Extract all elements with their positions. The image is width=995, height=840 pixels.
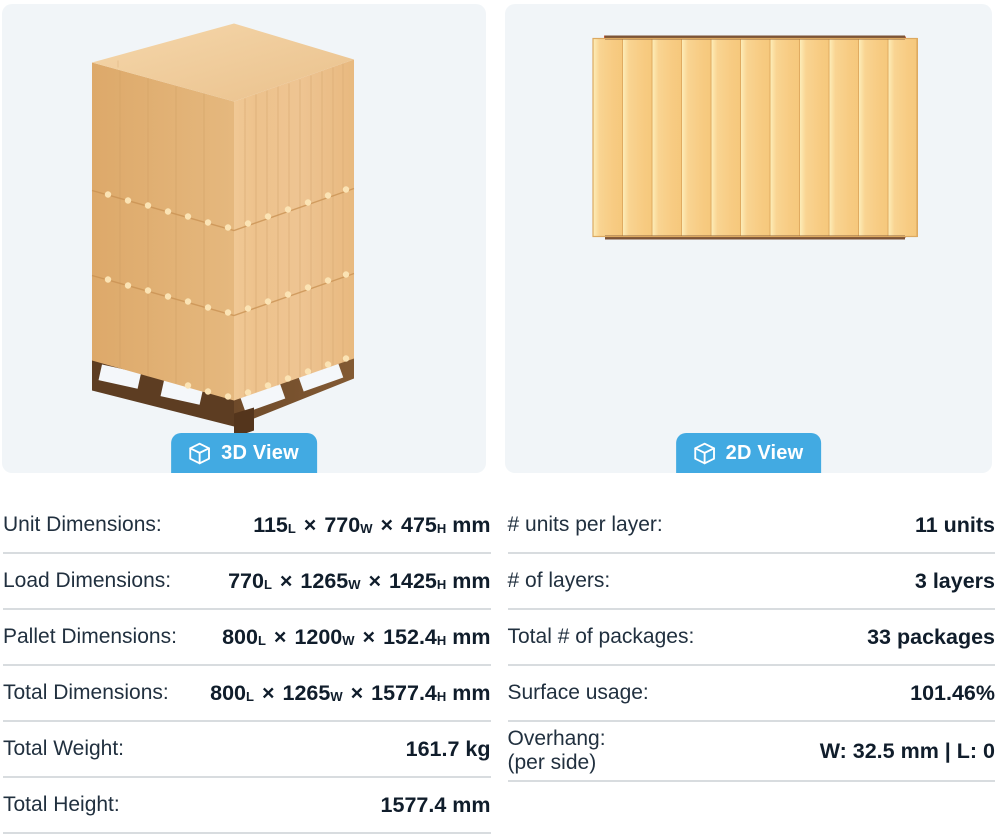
pallet-2d-svg [592, 35, 918, 240]
view-2d-label: 2D View [725, 441, 804, 464]
spec-value-number-of-layers: 3 layers [914, 568, 995, 593]
spec-label: Load Dimensions: [3, 568, 172, 592]
spec-table-right: # units per layer: 11 units # of layers:… [507, 498, 995, 840]
spec-label: Surface usage: [507, 680, 649, 704]
pallet-2d-render[interactable] [505, 4, 992, 473]
spec-row-total-dimensions: Total Dimensions: 800L × 1265W × 1577.4H… [3, 666, 491, 722]
spec-label: # units per layer: [507, 512, 663, 536]
spec-value-load-dimensions: 770L × 1265W × 1425H mm [228, 568, 491, 593]
spec-row-surface-usage: Surface usage: 101.46% [507, 666, 995, 722]
spec-label: Total Weight: [3, 736, 125, 760]
fork-opening [298, 361, 344, 392]
spec-label: Unit Dimensions: [3, 512, 162, 536]
view-2d-button[interactable]: 2D View [675, 433, 822, 473]
spec-row-pallet-dimensions: Pallet Dimensions: 800L × 1200W × 152.4H… [3, 610, 491, 666]
overhang-label-line1: Overhang: [507, 726, 606, 750]
layer-seams [91, 186, 355, 400]
viewer-card-3d: 3D View [2, 4, 486, 473]
spec-table-left: Unit Dimensions: 115L × 770W × 475H mm L… [3, 498, 491, 840]
box-3d-icon [187, 441, 212, 466]
spec-label-overhang: Overhang: (per side) [508, 727, 606, 776]
load-outline [592, 37, 918, 238]
spec-label: Total Height: [3, 792, 120, 816]
spec-label: # of layers: [507, 568, 611, 592]
spec-label: Pallet Dimensions: [3, 624, 177, 648]
view-3d-label: 3D View [221, 441, 299, 464]
specifications: Unit Dimensions: 115L × 770W × 475H mm L… [0, 498, 995, 840]
fork-opening [160, 380, 204, 405]
view-3d-button[interactable]: 3D View [171, 433, 317, 473]
viewer-card-2d: 2D View [505, 4, 992, 473]
spec-value-overhang: W: 32.5 mm | L: 0 [819, 738, 995, 763]
spec-value-unit-dimensions: 115L × 770W × 475H mm [253, 512, 491, 537]
spec-value-total-weight: 161.7 kg [405, 736, 491, 761]
box-layer-top [92, 23, 354, 231]
spec-value-total-height: 1577.4 mm [380, 792, 491, 817]
spec-value-units-per-layer: 11 units [914, 512, 995, 537]
fork-opening [98, 364, 142, 389]
spec-label: Total Dimensions: [3, 680, 169, 704]
spec-row-load-dimensions: Load Dimensions: 770L × 1265W × 1425H mm [3, 554, 491, 610]
fork-opening [240, 382, 286, 413]
spec-row-total-packages: Total # of packages: 33 packages [507, 610, 995, 666]
spec-row-number-of-layers: # of layers: 3 layers [507, 554, 995, 610]
pallet-3d-svg [91, 23, 355, 438]
spec-value-surface-usage: 101.46% [910, 680, 995, 705]
spec-row-unit-dimensions: Unit Dimensions: 115L × 770W × 475H mm [3, 498, 491, 554]
spec-value-total-packages: 33 packages [867, 624, 995, 649]
overhang-label-line2: (per side) [507, 751, 597, 774]
spec-row-total-weight: Total Weight: 161.7 kg [3, 722, 491, 778]
spec-row-overhang: Overhang: (per side) W: 32.5 mm | L: 0 [507, 722, 995, 782]
pallet-3d-render[interactable] [2, 4, 486, 473]
spec-value-total-dimensions: 800L × 1265W × 1577.4H mm [210, 680, 491, 705]
spec-value-pallet-dimensions: 800L × 1200W × 152.4H mm [222, 624, 491, 649]
spec-label: Total # of packages: [507, 624, 695, 648]
spec-row-units-per-layer: # units per layer: 11 units [507, 498, 995, 554]
load-top-face [92, 23, 354, 102]
pallet-deck-top [605, 35, 905, 40]
spec-row-total-height: Total Height: 1577.4 mm [3, 778, 491, 834]
box-3d-icon [692, 441, 717, 466]
pallet-deck-bottom [605, 235, 905, 240]
viewer-panels: 3D View [2, 4, 992, 473]
pallet-foot [234, 407, 254, 438]
layer-boxes-top-view [592, 38, 918, 237]
